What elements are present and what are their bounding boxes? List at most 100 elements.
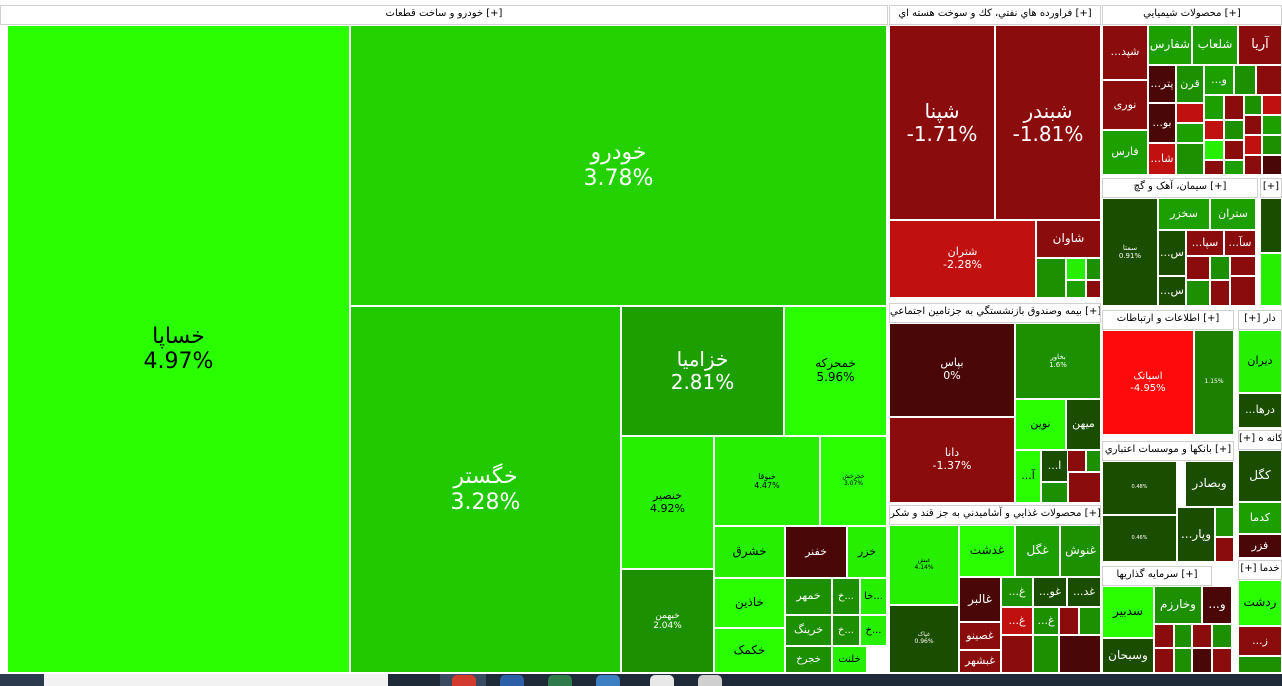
sector-header[interactable]: اطلاعات و ارتباطات [+] <box>1102 310 1234 330</box>
sector-header[interactable]: محصولات غذايي و آشاميدني به جز قند و شكر… <box>889 505 1101 525</box>
stock-tile[interactable]: آریا <box>1238 25 1282 65</box>
stock-tile[interactable]: خلنت <box>832 646 867 673</box>
stock-tile-minor[interactable] <box>1230 256 1256 276</box>
stock-tile[interactable]: خجرخ <box>785 646 832 673</box>
stock-tile[interactable]: ...غ <box>1001 577 1033 607</box>
stock-tile-minor[interactable] <box>1041 482 1068 503</box>
stock-tile[interactable]: غبش 4.14% <box>889 525 959 605</box>
stock-tile[interactable]: شفارس <box>1148 25 1192 65</box>
stock-tile-minor[interactable] <box>1210 280 1230 306</box>
stock-tile-minor[interactable] <box>1066 258 1086 280</box>
stock-tile[interactable]: بپاس 0% <box>889 323 1015 417</box>
sector-header[interactable]: سرمایه گذاريها [+] <box>1102 566 1212 586</box>
sector-header[interactable]: محصولات شيميايي [+] <box>1102 5 1282 25</box>
stock-tile[interactable]: خودرو 3.78% <box>350 25 887 306</box>
stock-tile[interactable]: 0.46% <box>1102 515 1177 562</box>
stock-tile[interactable]: ستران <box>1210 198 1256 230</box>
stock-tile[interactable]: خ... <box>832 578 860 615</box>
sector-header[interactable]: [+] دار <box>1238 310 1282 330</box>
sector-header[interactable]: فراورده هاي نفتي، كك و سوخت هسته اي [+] <box>889 5 1101 25</box>
stock-tile-minor[interactable] <box>1176 123 1204 143</box>
stock-tile-minor[interactable] <box>1256 65 1282 95</box>
taskbar-app-icon[interactable] <box>650 675 674 686</box>
stock-tile-minor[interactable] <box>1262 95 1282 115</box>
stock-tile[interactable]: ...س <box>1158 230 1186 276</box>
stock-tile[interactable]: خساپا 4.97% <box>7 25 350 673</box>
sector-header[interactable]: سیمان، آهک و گچ [+] <box>1102 178 1258 198</box>
stock-tile[interactable]: شتران -2.28% <box>889 220 1036 298</box>
stock-tile-minor[interactable] <box>1204 140 1224 160</box>
stock-tile-minor[interactable] <box>1262 135 1282 155</box>
stock-tile-minor[interactable] <box>1224 120 1244 140</box>
stock-tile-minor[interactable] <box>1212 624 1232 648</box>
stock-tile[interactable]: ...سآ <box>1224 230 1256 256</box>
stock-tile-minor[interactable] <box>1174 624 1192 648</box>
stock-tile-minor[interactable] <box>1192 648 1212 673</box>
stock-tile[interactable]: ...سپا <box>1186 230 1224 256</box>
stock-tile[interactable]: نوری <box>1102 80 1148 130</box>
taskbar-app-icon[interactable] <box>698 675 722 686</box>
stock-tile-minor[interactable] <box>1260 253 1282 306</box>
sector-header[interactable]: [+] خدما <box>1238 560 1282 580</box>
stock-tile-minor[interactable] <box>1238 656 1282 673</box>
taskbar-app-icon[interactable] <box>452 675 476 686</box>
stock-tile[interactable]: ...شا <box>1148 143 1176 175</box>
stock-tile-minor[interactable] <box>1244 155 1262 175</box>
stock-tile-minor[interactable] <box>1059 607 1079 635</box>
stock-tile-minor[interactable] <box>1204 95 1224 120</box>
sector-header[interactable]: بانکها و موسسات اعتباري [+] <box>1102 441 1234 461</box>
stock-tile-minor[interactable] <box>1086 258 1101 280</box>
stock-tile[interactable]: وخارزم <box>1154 586 1202 624</box>
stock-tile-minor[interactable] <box>1066 450 1086 472</box>
stock-tile[interactable]: شبندر -1.81% <box>995 25 1101 220</box>
stock-tile-minor[interactable] <box>1234 65 1256 95</box>
stock-tile-minor[interactable] <box>1079 607 1101 635</box>
stock-tile[interactable]: ...پتر <box>1148 65 1176 103</box>
stock-tile[interactable]: کدما <box>1238 502 1282 534</box>
stock-tile[interactable]: 0.48% <box>1102 461 1177 515</box>
stock-tile-minor[interactable] <box>1204 160 1224 175</box>
stock-tile[interactable]: 1.15% <box>1194 330 1234 435</box>
stock-tile[interactable]: خاذین <box>714 578 785 628</box>
stock-tile[interactable]: خفنر <box>785 526 847 578</box>
taskbar-app-icon[interactable] <box>596 675 620 686</box>
stock-tile[interactable]: وبصادر <box>1185 461 1234 507</box>
sector-header[interactable]: [+] كانه ه <box>1238 430 1282 450</box>
stock-tile-minor[interactable] <box>1154 624 1174 648</box>
stock-tile-minor[interactable] <box>1068 472 1101 503</box>
stock-tile[interactable]: دیران <box>1238 330 1282 393</box>
stock-tile-minor[interactable] <box>1176 143 1204 175</box>
stock-tile[interactable]: خا... <box>860 578 887 615</box>
stock-tile[interactable]: اسپاتک -4.95% <box>1102 330 1194 435</box>
stock-tile-minor[interactable] <box>1059 635 1101 673</box>
taskbar-app-icon[interactable] <box>500 675 524 686</box>
stock-tile[interactable]: خزر <box>847 526 887 578</box>
stock-tile[interactable]: خرینگ <box>785 615 832 646</box>
stock-tile[interactable]: میهن <box>1066 399 1101 450</box>
stock-tile[interactable]: خمحرکه 5.96% <box>784 306 887 436</box>
stock-tile[interactable]: خشرق <box>714 526 785 578</box>
stock-tile-minor[interactable] <box>1262 115 1282 135</box>
stock-tile[interactable]: خبوقا 4.47% <box>714 436 820 526</box>
stock-tile[interactable]: ...غو <box>1033 577 1067 607</box>
stock-tile[interactable]: وسبحان <box>1102 638 1154 673</box>
stock-tile[interactable]: خمهر <box>785 578 832 615</box>
stock-tile[interactable]: غپاک 0.96% <box>889 605 959 673</box>
stock-tile[interactable]: قرن <box>1176 65 1204 103</box>
stock-tile[interactable]: غگل <box>1015 525 1060 577</box>
stock-tile[interactable]: سدبیر <box>1102 586 1154 638</box>
stock-tile-minor[interactable] <box>1086 280 1101 298</box>
stock-tile[interactable]: شپنا -1.71% <box>889 25 995 220</box>
stock-tile[interactable]: خ... <box>832 615 860 646</box>
stock-tile[interactable]: غصینو <box>959 622 1001 650</box>
stock-tile-minor[interactable] <box>1215 507 1234 537</box>
stock-tile-minor[interactable] <box>1212 648 1232 673</box>
stock-tile[interactable]: کگل <box>1238 450 1282 502</box>
stock-tile-minor[interactable] <box>1230 276 1256 306</box>
stock-tile-minor[interactable] <box>1174 648 1192 673</box>
stock-tile[interactable]: ردشت <box>1238 580 1282 626</box>
stock-tile[interactable]: خکمک <box>714 628 785 673</box>
stock-tile[interactable]: فارس <box>1102 130 1148 175</box>
stock-tile[interactable]: غالبر <box>959 577 1001 622</box>
start-button[interactable] <box>0 674 44 686</box>
